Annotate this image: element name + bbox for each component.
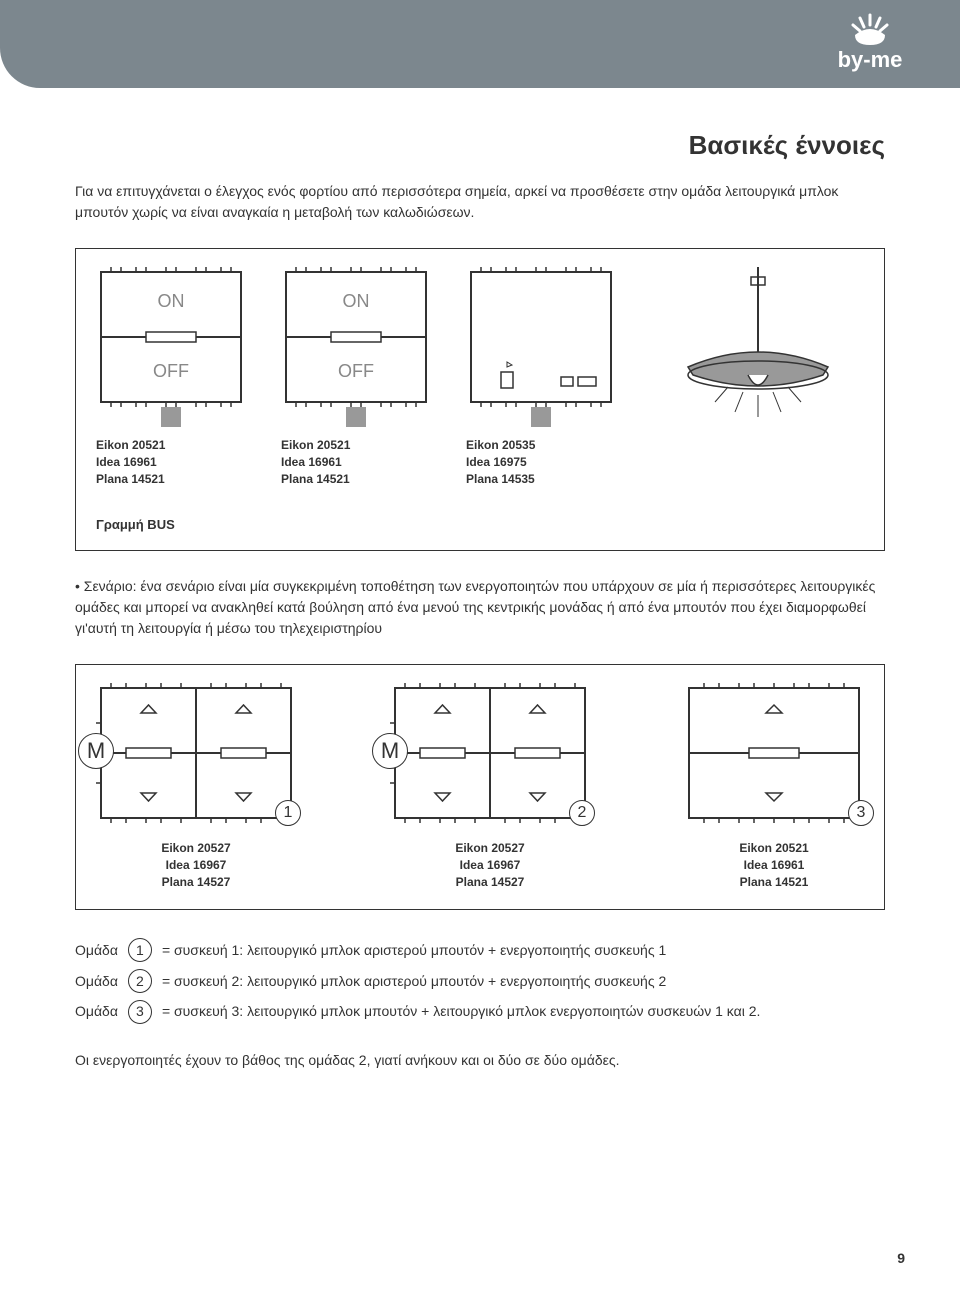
on-label: ON bbox=[158, 291, 185, 311]
svg-text:ON: ON bbox=[343, 291, 370, 311]
bus-line-label: Γραμμή BUS bbox=[96, 517, 864, 532]
label-line: Eikon 20521 bbox=[739, 841, 808, 855]
group-line-3: Ομάδα 3 = συσκευή 3: λειτουργικό μπλοκ μ… bbox=[75, 996, 885, 1027]
device-1: M bbox=[96, 683, 296, 828]
group-line-2: Ομάδα 2 = συσκευή 2: λειτουργικό μπλοκ α… bbox=[75, 966, 885, 997]
lamp-column bbox=[651, 267, 864, 447]
group-word: Ομάδα bbox=[75, 996, 118, 1027]
page-number: 9 bbox=[897, 1250, 905, 1266]
byme-logo-icon: by-me bbox=[815, 13, 925, 75]
off-label: OFF bbox=[153, 361, 189, 381]
page-title: Βασικές έννοιες bbox=[75, 130, 885, 161]
brand-logo-area: by-me bbox=[780, 0, 960, 88]
label-line: Eikon 20527 bbox=[161, 841, 230, 855]
device-3: 3 bbox=[684, 683, 864, 828]
label-line: Idea 16967 bbox=[166, 858, 227, 872]
actuator-module-icon bbox=[466, 267, 616, 427]
svg-text:OFF: OFF bbox=[338, 361, 374, 381]
module-1-labels: Eikon 20521 Idea 16961 Plana 14521 bbox=[96, 437, 246, 487]
switch-module-icon: ON OFF bbox=[281, 267, 431, 427]
diagram-row-2: M bbox=[96, 683, 864, 828]
group-text: = συσκευή 1: λειτουργικό μπλοκ αριστερού… bbox=[162, 935, 666, 966]
label-line: Plana 14527 bbox=[162, 875, 231, 889]
device-number-1: 1 bbox=[275, 800, 301, 826]
brand-logo: by-me bbox=[815, 13, 925, 75]
group-number-badge: 3 bbox=[128, 1000, 152, 1024]
label-line: Eikon 20527 bbox=[455, 841, 524, 855]
group-number-badge: 1 bbox=[128, 938, 152, 962]
label-line: Eikon 20535 bbox=[466, 437, 616, 454]
label-line: Plana 14535 bbox=[466, 471, 616, 488]
module-3-labels: Eikon 20535 Idea 16975 Plana 14535 bbox=[466, 437, 616, 487]
switch-module-icon: ON OFF bbox=[96, 267, 246, 427]
scenario-paragraph: • Σενάριο: ένα σενάριο είναι μία συγκεκρ… bbox=[75, 576, 885, 639]
svg-text:by-me: by-me bbox=[838, 47, 903, 72]
group-number-badge: 2 bbox=[128, 969, 152, 993]
label-line: Plana 14521 bbox=[740, 875, 809, 889]
label-line: Eikon 20521 bbox=[281, 437, 431, 454]
label-line: Idea 16961 bbox=[96, 454, 246, 471]
double-rocker-icon bbox=[390, 683, 590, 823]
device-2-labels: Eikon 20527 Idea 16967 Plana 14527 bbox=[390, 840, 590, 890]
single-rocker-icon bbox=[684, 683, 864, 823]
label-line: Idea 16961 bbox=[744, 858, 805, 872]
diagram-frame-1: ON OFF Eikon 20521 Idea 16961 Plana 1452… bbox=[75, 248, 885, 551]
diagram-row-1: ON OFF Eikon 20521 Idea 16961 Plana 1452… bbox=[96, 267, 864, 487]
group-word: Ομάδα bbox=[75, 966, 118, 997]
label-line: Eikon 20521 bbox=[96, 437, 246, 454]
diagram-frame-2: M bbox=[75, 664, 885, 909]
group-text: = συσκευή 3: λειτουργικό μπλοκ μπουτόν +… bbox=[162, 996, 760, 1027]
page-content: Βασικές έννοιες Για να επιτυγχάνεται ο έ… bbox=[75, 130, 885, 1068]
module-switch-1: ON OFF Eikon 20521 Idea 16961 Plana 1452… bbox=[96, 267, 246, 487]
module-switch-2: ON OFF Eikon 20521 Idea 16961 Plana 1452… bbox=[281, 267, 431, 487]
group-line-1: Ομάδα 1 = συσκευή 1: λειτουργικό μπλοκ α… bbox=[75, 935, 885, 966]
intro-paragraph: Για να επιτυγχάνεται ο έλεγχος ενός φορτ… bbox=[75, 181, 885, 223]
label-line: Plana 14521 bbox=[96, 471, 246, 488]
label-line: Idea 16975 bbox=[466, 454, 616, 471]
device-number-3: 3 bbox=[848, 800, 874, 826]
double-rocker-icon bbox=[96, 683, 296, 823]
group-text: = συσκευή 2: λειτουργικό μπλοκ αριστερού… bbox=[162, 966, 666, 997]
label-line: Plana 14521 bbox=[281, 471, 431, 488]
device-1-labels: Eikon 20527 Idea 16967 Plana 14527 bbox=[96, 840, 296, 890]
group-definitions: Ομάδα 1 = συσκευή 1: λειτουργικό μπλοκ α… bbox=[75, 935, 885, 1027]
device-number-2: 2 bbox=[569, 800, 595, 826]
lamp-icon bbox=[673, 267, 843, 447]
label-line: Idea 16961 bbox=[281, 454, 431, 471]
label-line: Idea 16967 bbox=[460, 858, 521, 872]
group-word: Ομάδα bbox=[75, 935, 118, 966]
footer-note: Oι ενεργοποιητές έχουν το βάθος της ομάδ… bbox=[75, 1052, 885, 1068]
module-2-labels: Eikon 20521 Idea 16961 Plana 14521 bbox=[281, 437, 431, 487]
device-2: M bbox=[390, 683, 590, 828]
frame2-labels-row: Eikon 20527 Idea 16967 Plana 14527 Eikon… bbox=[96, 840, 864, 890]
label-line: Plana 14527 bbox=[456, 875, 525, 889]
device-3-labels: Eikon 20521 Idea 16961 Plana 14521 bbox=[684, 840, 864, 890]
module-actuator: Eikon 20535 Idea 16975 Plana 14535 bbox=[466, 267, 616, 487]
